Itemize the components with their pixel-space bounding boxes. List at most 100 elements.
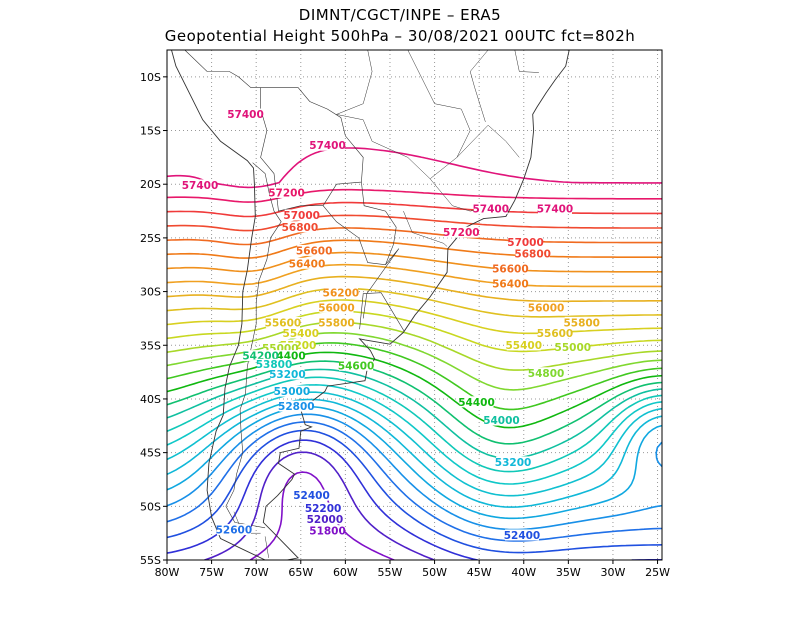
contour-label: 57000 bbox=[507, 237, 544, 249]
contour-label: 53000 bbox=[274, 386, 311, 398]
lon-tick-label: 30W bbox=[601, 566, 626, 579]
lon-tick-label: 40W bbox=[511, 566, 536, 579]
argentina-brazil-border bbox=[362, 248, 400, 319]
contour-label: 56800 bbox=[282, 222, 319, 234]
contour-label: 54600 bbox=[338, 360, 375, 372]
lat-tick-label: 35S bbox=[140, 339, 161, 352]
chile-argentina-border bbox=[225, 162, 282, 529]
contour-label-bg bbox=[506, 339, 541, 351]
contour-label-bg bbox=[493, 278, 528, 290]
contour-label-bg bbox=[515, 248, 550, 260]
contour-label: 57400 bbox=[472, 204, 509, 216]
contour-label: 56600 bbox=[492, 264, 529, 276]
contour-label: 57400 bbox=[182, 180, 219, 192]
contour-label: 56400 bbox=[492, 279, 529, 291]
contour-label-bg bbox=[504, 529, 539, 541]
title-line-2: Geopotential Height 500hPa – 30/08/2021 … bbox=[164, 27, 636, 45]
lon-tick-label: 55W bbox=[378, 566, 403, 579]
brazil-state-borders-ne bbox=[469, 50, 489, 122]
lat-tick-label: 55S bbox=[140, 554, 161, 567]
peru-border bbox=[171, 50, 261, 88]
contour-label: 53800 bbox=[256, 359, 293, 371]
contour-label: 57400 bbox=[227, 109, 264, 121]
lat-tick-label: 20S bbox=[140, 178, 161, 191]
contour-label-bg bbox=[564, 316, 599, 328]
lon-tick-label: 25W bbox=[645, 566, 670, 579]
lon-tick-label: 45W bbox=[467, 566, 492, 579]
contour-label-bg bbox=[297, 244, 332, 256]
contour-55000 bbox=[167, 321, 662, 371]
pacific-coastline bbox=[171, 50, 288, 560]
contour-label-bg bbox=[282, 221, 317, 233]
tierra-del-fuego-border bbox=[264, 536, 269, 558]
contour-label-bg bbox=[281, 339, 316, 351]
contour-label-bg bbox=[444, 226, 479, 238]
contour-53800 bbox=[167, 376, 662, 473]
lat-tick-label: 30S bbox=[140, 286, 161, 299]
contour-label: 52800 bbox=[278, 401, 315, 413]
contour-label-bg bbox=[243, 350, 278, 362]
contour-label-bg bbox=[459, 396, 494, 408]
contour-label-bg bbox=[496, 456, 531, 468]
contour-label-bg bbox=[216, 524, 251, 536]
contour-label: 56000 bbox=[318, 302, 355, 314]
contour-label-bg bbox=[270, 350, 305, 362]
contour-label-bg bbox=[529, 301, 564, 313]
contour-label: 52600 bbox=[216, 525, 253, 537]
contour-label-bg bbox=[269, 186, 304, 198]
contour-label-bg bbox=[473, 203, 508, 215]
contour-label-bg bbox=[319, 301, 354, 313]
contour-label: 52000 bbox=[307, 514, 344, 526]
contour-57400 bbox=[167, 147, 662, 189]
contour-label: 55400 bbox=[283, 328, 320, 340]
contour-label: 54800 bbox=[528, 368, 565, 380]
contour-label-bg bbox=[339, 359, 374, 371]
lat-tick-label: 40S bbox=[140, 393, 161, 406]
contour-label-bg bbox=[555, 341, 590, 353]
brazil-state-borders-north bbox=[336, 50, 471, 180]
contour-label-bg bbox=[265, 316, 300, 328]
brazil-state-borders-west bbox=[336, 50, 373, 115]
plot-area bbox=[167, 50, 662, 560]
brazil-state-borders-south bbox=[403, 211, 448, 247]
contour-label: 56200 bbox=[323, 287, 360, 299]
contour-label-bg bbox=[529, 367, 564, 379]
contour-label-bg bbox=[183, 179, 217, 191]
contour-label: 56800 bbox=[514, 249, 551, 261]
contour-label-bg bbox=[274, 385, 309, 397]
contour-label-bg bbox=[537, 203, 572, 215]
lon-tick-label: 70W bbox=[244, 566, 269, 579]
contour-52400 bbox=[167, 429, 662, 554]
lat-tick-label: 45S bbox=[140, 447, 161, 460]
lat-tick-label: 10S bbox=[140, 71, 161, 84]
lat-tick-label: 15S bbox=[140, 125, 161, 138]
contour-label: 55000 bbox=[555, 342, 592, 354]
contour-label-bg bbox=[537, 327, 572, 339]
axis-ticks: 80W 75W 70W 65W 60W 55W 50W 45W 40W 35W 30W 25W 10S 1… bbox=[140, 71, 670, 579]
contour-52000 bbox=[203, 451, 435, 560]
contour-label-bg bbox=[307, 513, 342, 525]
lat-tick-label: 25S bbox=[140, 232, 161, 245]
uruguay-border bbox=[359, 292, 405, 332]
brazil-state-borders-east bbox=[456, 124, 520, 158]
contour-label-bg bbox=[310, 525, 345, 537]
contour-label-bg bbox=[493, 263, 528, 275]
contour-label-bg bbox=[319, 316, 354, 328]
contour-label: 52400 bbox=[504, 530, 541, 542]
contour-label: 53200 bbox=[495, 457, 532, 469]
contour-55800 bbox=[167, 275, 662, 303]
bolivia-border bbox=[260, 87, 364, 212]
contour-label: 55400 bbox=[505, 340, 542, 352]
lon-tick-label: 80W bbox=[155, 566, 180, 579]
contour-label: 57400 bbox=[309, 140, 346, 152]
contour-label: 55800 bbox=[318, 317, 355, 329]
contour-label: 51800 bbox=[309, 526, 346, 538]
contour-label: 56600 bbox=[296, 245, 333, 257]
contour-label-bg bbox=[294, 489, 329, 501]
contour-52600 bbox=[167, 421, 662, 542]
contour-label-bg bbox=[279, 400, 314, 412]
atlantic-coastline bbox=[262, 50, 570, 560]
contour-label: 52200 bbox=[305, 503, 342, 515]
contour-56000 bbox=[167, 263, 662, 288]
